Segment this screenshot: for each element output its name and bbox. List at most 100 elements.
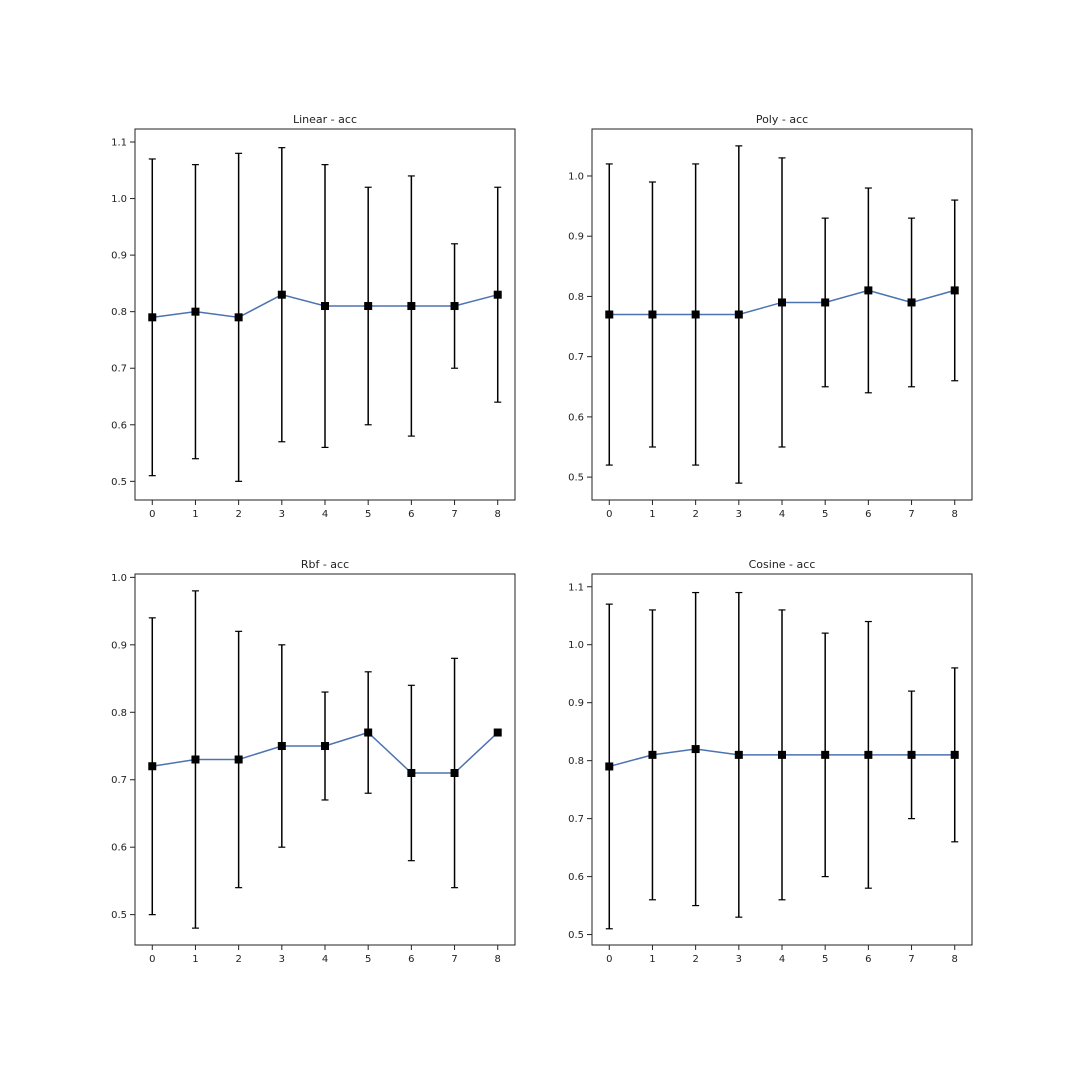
chart-panel: Linear - acc 0.5 0.6 0.7 0.8 0.9 1.0 1.1 0 1 2 3 4 5 6… — [111, 113, 516, 520]
data-point-marker — [191, 755, 200, 764]
x-tick-label: 5 — [365, 509, 371, 520]
data-point-marker — [191, 307, 200, 316]
y-tick-label: 1.0 — [568, 640, 584, 651]
y-tick-label: 0.6 — [111, 843, 127, 854]
y-tick-label: 1.0 — [568, 171, 584, 182]
data-point-marker — [234, 313, 243, 322]
chart-title: Rbf - acc — [301, 558, 349, 571]
y-tick-label: 0.6 — [111, 420, 127, 431]
data-point-marker — [321, 742, 329, 751]
data-point-marker — [364, 728, 373, 737]
x-tick-label: 6 — [865, 954, 871, 965]
chart-panel: Cosine - acc 0.5 0.6 0.7 0.8 0.9 1.0 1.1 0 1 2 3 4 5 6… — [568, 558, 973, 965]
data-point-marker — [907, 750, 916, 759]
data-point-marker — [407, 768, 416, 777]
y-tick-label: 0.7 — [568, 352, 584, 363]
chart-title: Linear - acc — [293, 113, 357, 126]
data-point-marker — [864, 750, 873, 759]
y-tick-label: 0.9 — [111, 251, 127, 262]
x-tick-label: 3 — [279, 509, 285, 520]
x-tick-label: 0 — [606, 509, 612, 520]
chart-title: Poly - acc — [756, 113, 808, 126]
x-tick-label: 1 — [649, 954, 655, 965]
x-tick-label: 5 — [365, 954, 371, 965]
data-point-marker — [907, 298, 916, 307]
x-tick-label: 2 — [235, 509, 241, 520]
x-tick-label: 1 — [192, 509, 198, 520]
y-tick-label: 1.1 — [568, 582, 584, 593]
data-point-marker — [950, 750, 959, 759]
x-tick-label: 4 — [779, 954, 785, 965]
data-point-marker — [778, 750, 786, 759]
y-tick-label: 0.7 — [568, 814, 584, 825]
y-tick-label: 0.9 — [568, 232, 584, 243]
y-tick-label: 0.9 — [568, 698, 584, 709]
y-tick-label: 0.7 — [111, 775, 127, 786]
x-tick-label: 0 — [149, 509, 155, 520]
y-tick-label: 0.8 — [568, 292, 584, 303]
x-tick-label: 7 — [451, 509, 457, 520]
data-point-marker — [734, 310, 743, 319]
data-point-marker — [691, 745, 700, 754]
x-tick-label: 3 — [736, 954, 742, 965]
data-point-marker — [148, 313, 157, 322]
x-tick-label: 8 — [952, 954, 958, 965]
data-point-marker — [648, 310, 657, 319]
x-tick-label: 2 — [692, 509, 698, 520]
data-point-marker — [778, 298, 786, 307]
y-tick-label: 0.7 — [111, 364, 127, 375]
data-point-marker — [691, 310, 700, 319]
x-tick-label: 7 — [908, 954, 914, 965]
x-tick-label: 8 — [495, 954, 501, 965]
x-tick-label: 2 — [235, 954, 241, 965]
x-tick-label: 7 — [451, 954, 457, 965]
data-point-marker — [950, 286, 959, 295]
data-point-marker — [364, 302, 373, 311]
data-point-marker — [277, 290, 286, 299]
y-tick-label: 1.0 — [111, 573, 127, 584]
data-point-marker — [493, 290, 502, 299]
y-tick-label: 0.5 — [111, 910, 127, 921]
x-tick-label: 3 — [736, 509, 742, 520]
chart-title: Cosine - acc — [749, 558, 816, 571]
data-point-marker — [734, 750, 743, 759]
x-tick-label: 8 — [952, 509, 958, 520]
y-tick-label: 0.6 — [568, 412, 584, 423]
x-tick-label: 7 — [908, 509, 914, 520]
data-point-marker — [277, 742, 286, 751]
x-tick-label: 4 — [322, 509, 328, 520]
x-tick-label: 6 — [408, 954, 414, 965]
x-tick-label: 4 — [322, 954, 328, 965]
data-point-marker — [493, 728, 502, 737]
x-tick-label: 1 — [192, 954, 198, 965]
y-tick-label: 0.5 — [568, 473, 584, 484]
y-tick-label: 0.5 — [111, 477, 127, 488]
y-tick-label: 0.8 — [111, 708, 127, 719]
y-tick-label: 0.5 — [568, 930, 584, 941]
x-tick-label: 0 — [606, 954, 612, 965]
data-point-marker — [605, 310, 614, 319]
x-tick-label: 4 — [779, 509, 785, 520]
data-point-marker — [648, 750, 657, 759]
x-tick-label: 1 — [649, 509, 655, 520]
data-point-marker — [821, 750, 830, 759]
y-tick-label: 1.1 — [111, 138, 127, 149]
data-point-marker — [821, 298, 830, 307]
x-tick-label: 2 — [692, 954, 698, 965]
y-tick-label: 0.8 — [111, 307, 127, 318]
y-tick-label: 1.0 — [111, 194, 127, 205]
x-tick-label: 5 — [822, 509, 828, 520]
x-tick-label: 5 — [822, 954, 828, 965]
x-tick-label: 0 — [149, 954, 155, 965]
y-tick-label: 0.8 — [568, 756, 584, 767]
data-point-marker — [450, 302, 459, 311]
data-point-marker — [407, 302, 416, 311]
data-point-marker — [864, 286, 873, 295]
data-point-marker — [450, 768, 459, 777]
data-point-marker — [605, 762, 614, 771]
data-point-marker — [321, 302, 329, 311]
chart-panel: Poly - acc 0.5 0.6 0.7 0.8 0.9 1.0 0 1 2 3 4 5 6 7 8 — [568, 113, 973, 520]
data-point-marker — [148, 762, 157, 771]
chart-panel: Rbf - acc 0.5 0.6 0.7 0.8 0.9 1.0 0 1 2 3 4 5 6 7 8 — [111, 558, 516, 965]
